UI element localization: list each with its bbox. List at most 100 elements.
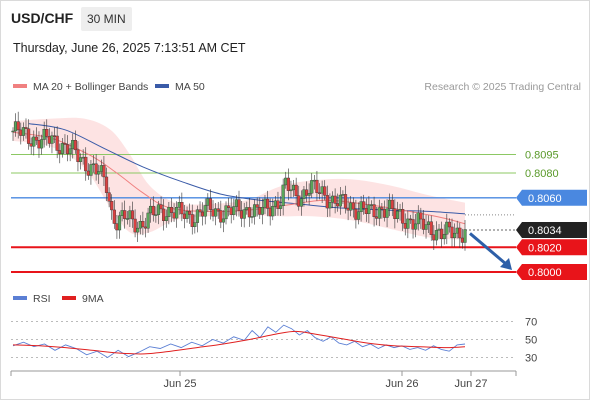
candle-body <box>268 208 272 217</box>
candle-body <box>380 207 384 210</box>
candle-body <box>136 227 140 233</box>
candle-body <box>208 198 213 210</box>
chart-datetime: Thursday, June 26, 2025 7:13:51 AM CET <box>13 41 246 55</box>
candle-body <box>50 135 54 144</box>
candle <box>372 196 376 227</box>
candle-body <box>401 209 405 224</box>
candle <box>362 194 366 215</box>
timeframe-button[interactable]: 30 MIN <box>81 7 132 31</box>
candle <box>310 173 314 198</box>
candle-body <box>427 221 431 225</box>
rsi-ma-line <box>12 330 466 355</box>
candle-body <box>177 202 181 208</box>
candle-body <box>395 210 400 219</box>
candle-body <box>169 206 174 213</box>
candle <box>323 180 327 201</box>
candles <box>11 111 467 251</box>
candle-body <box>294 184 298 196</box>
candle <box>242 202 246 228</box>
candle <box>203 198 207 225</box>
candle <box>281 178 285 216</box>
candle-body <box>245 207 249 210</box>
candle <box>21 122 25 141</box>
candle-body <box>149 205 153 214</box>
candle-body <box>71 140 75 150</box>
candle-body <box>255 204 259 208</box>
candle <box>421 210 426 235</box>
candle-body <box>291 184 296 191</box>
candle-body <box>115 223 119 231</box>
candle-body <box>206 198 210 206</box>
candle-body <box>172 212 176 219</box>
candle-body <box>445 221 449 235</box>
candle-body <box>110 201 114 211</box>
level-tag-0.8020 <box>516 239 587 256</box>
candle <box>255 197 259 217</box>
candle-body <box>419 212 423 220</box>
candle-body <box>107 192 111 202</box>
candle-body <box>182 213 187 219</box>
candle-body <box>162 208 166 221</box>
candle-body <box>414 223 418 230</box>
candle <box>32 130 36 156</box>
candle-body <box>117 215 122 231</box>
candle <box>286 168 290 201</box>
candle-body <box>55 135 59 151</box>
candle <box>289 180 293 199</box>
price-levels: 0.8095 0.8080 0.8060 0.8020 0.8000 0.8034 <box>11 150 587 280</box>
candle <box>385 199 389 228</box>
candle-body <box>260 207 264 215</box>
candle-body <box>78 157 83 162</box>
candle-body <box>239 210 244 219</box>
candle-body <box>125 218 129 220</box>
candle-body <box>237 199 241 211</box>
candle <box>356 202 361 225</box>
candle <box>395 201 400 223</box>
candle-body <box>229 207 233 215</box>
candle-body <box>440 228 444 240</box>
candle-body <box>16 121 20 131</box>
candle-body <box>195 209 200 223</box>
level-label-0.8060: 0.8060 <box>528 193 562 205</box>
candle-body <box>216 208 220 211</box>
rsi-tick-70: 70 <box>525 317 537 329</box>
candle <box>278 196 283 217</box>
candle-body <box>398 209 402 212</box>
candle <box>73 130 77 154</box>
candle-body <box>47 136 51 144</box>
candle-body <box>364 208 368 214</box>
candle-body <box>346 207 350 211</box>
candle-body <box>242 209 246 219</box>
candle-body <box>278 205 283 209</box>
candle <box>458 222 462 248</box>
candle <box>265 190 270 217</box>
candle-body <box>219 210 223 223</box>
candle-body <box>258 207 262 215</box>
candle-body <box>343 194 348 209</box>
candle-body <box>286 177 290 191</box>
candle-body <box>338 194 342 207</box>
rsi-tick-50: 50 <box>525 335 537 347</box>
candle-body <box>188 210 192 215</box>
candle-body <box>349 202 353 211</box>
candle <box>380 203 384 219</box>
candle-body <box>89 164 93 176</box>
rsi-legend-label: RSI <box>33 293 51 305</box>
ma20-legend-swatch <box>13 84 27 88</box>
candle <box>351 197 355 218</box>
candle-body <box>24 127 28 129</box>
candle-body <box>304 189 309 196</box>
candle-body <box>32 136 36 147</box>
candle-body <box>307 193 311 196</box>
candle <box>34 127 38 146</box>
candle <box>211 200 215 222</box>
candle-body <box>252 204 257 217</box>
candle-body <box>388 199 392 210</box>
candle-body <box>377 207 381 219</box>
candle <box>94 154 98 181</box>
candle-body <box>13 121 18 132</box>
candle-body <box>289 189 293 192</box>
candle-body <box>325 195 329 209</box>
candle-body <box>52 135 57 137</box>
candle <box>429 215 433 241</box>
